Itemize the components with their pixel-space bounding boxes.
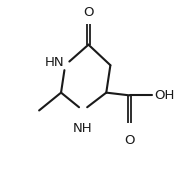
Text: HN: HN	[44, 56, 64, 69]
Text: NH: NH	[73, 122, 93, 135]
Text: OH: OH	[154, 89, 175, 102]
Text: O: O	[124, 134, 135, 147]
Text: O: O	[83, 6, 94, 19]
